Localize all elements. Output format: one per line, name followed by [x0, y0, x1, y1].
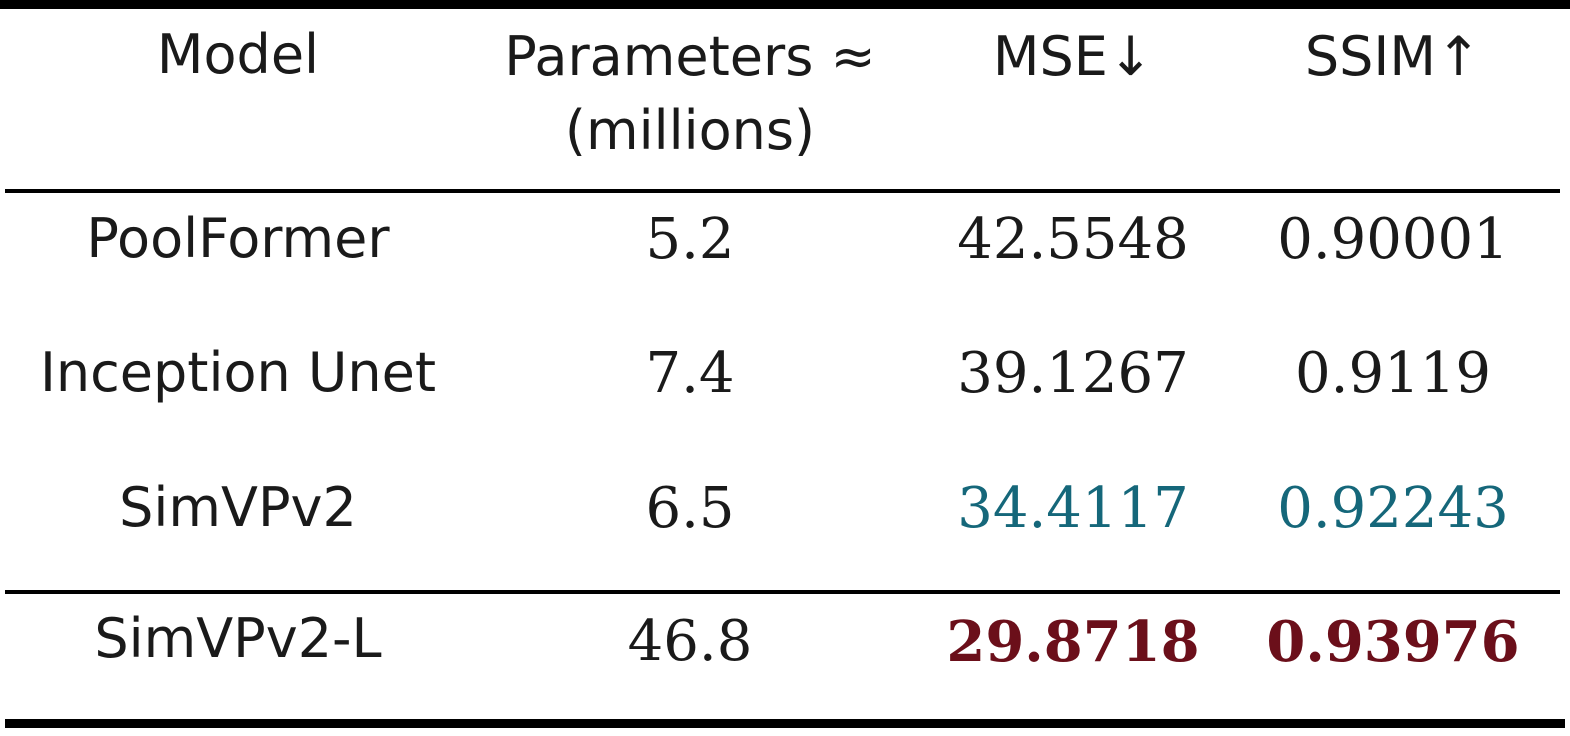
- row-poolformer-model: PoolFormer: [86, 207, 390, 270]
- row-simvpv2-l-mse: 29.8718: [946, 609, 1200, 675]
- header-ssim: SSIM↑: [1304, 25, 1482, 88]
- header-rule: [5, 189, 1560, 193]
- bottom-rule: [5, 719, 1565, 728]
- row-simvpv2-l-ssim: 0.93976: [1266, 609, 1520, 675]
- header-parameters-unit: (millions): [564, 99, 816, 162]
- row-simvpv2-ssim: 0.92243: [1277, 476, 1509, 541]
- row-poolformer-params: 5.2: [645, 207, 735, 272]
- row-simvpv2-model: SimVPv2: [119, 476, 357, 539]
- header-parameters: Parameters ≈: [504, 25, 876, 88]
- section-rule: [5, 590, 1560, 594]
- row-poolformer-mse: 42.5548: [957, 207, 1189, 272]
- row-poolformer-ssim: 0.90001: [1277, 207, 1509, 272]
- row-inception-unet-ssim: 0.9119: [1295, 341, 1491, 406]
- header-mse: MSE↓: [992, 25, 1154, 88]
- row-inception-unet-model: Inception Unet: [39, 341, 437, 404]
- row-inception-unet-params: 7.4: [645, 341, 735, 406]
- row-simvpv2-params: 6.5: [645, 476, 735, 541]
- row-simvpv2-mse: 34.4117: [957, 476, 1189, 541]
- row-inception-unet-mse: 39.1267: [957, 341, 1189, 406]
- row-simvpv2-l-params: 46.8: [627, 609, 753, 674]
- header-model: Model: [156, 23, 320, 86]
- row-simvpv2-l-model: SimVPv2-L: [94, 607, 382, 670]
- top-rule: [0, 0, 1570, 9]
